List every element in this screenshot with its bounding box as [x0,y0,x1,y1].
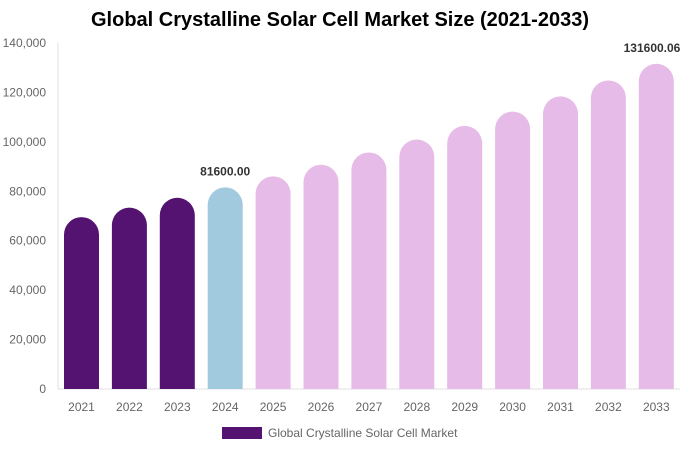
bar-2030 [495,111,531,390]
y-tick-label: 20,000 [9,333,46,347]
bar-2024 [207,187,243,389]
x-tick-label: 2026 [308,400,335,414]
bar-2025 [255,176,291,389]
bar-2032 [590,80,626,390]
x-tick-label: 2033 [643,400,670,414]
y-tick-label: 60,000 [9,234,46,248]
y-tick-label: 120,000 [3,85,47,99]
x-tick-label: 2032 [595,400,622,414]
x-tick-label: 2030 [499,400,526,414]
y-tick-label: 80,000 [9,184,46,198]
bar-2021 [64,217,99,389]
data-label: 131600.06 [624,41,680,55]
y-tick-label: 0 [39,382,46,396]
x-tick-label: 2024 [212,400,239,414]
bar-2023 [159,197,195,389]
y-tick-label: 140,000 [3,36,47,50]
bar-2033 [638,63,674,389]
x-tick-label: 2028 [403,400,430,414]
bar-2027 [351,152,387,389]
chart-title: Global Crystalline Solar Cell Market Siz… [91,9,589,31]
legend-swatch [222,427,262,439]
bar-2026 [303,164,339,389]
y-tick-label: 100,000 [3,135,47,149]
bar-2022 [111,207,147,389]
x-tick-label: 2023 [164,400,191,414]
data-label: 81600.00 [200,164,250,178]
x-tick-label: 2031 [547,400,574,414]
legend-label: Global Crystalline Solar Cell Market [268,426,458,440]
x-tick-label: 2021 [68,400,95,414]
x-tick-label: 2025 [260,400,287,414]
bar-2028 [399,139,435,389]
x-tick-label: 2029 [451,400,478,414]
bar-2031 [543,96,578,390]
x-tick-label: 2022 [116,400,143,414]
legend: Global Crystalline Solar Cell Market [222,426,457,440]
bar-2029 [447,125,483,390]
x-tick-label: 2027 [356,400,383,414]
y-tick-label: 40,000 [9,283,46,297]
